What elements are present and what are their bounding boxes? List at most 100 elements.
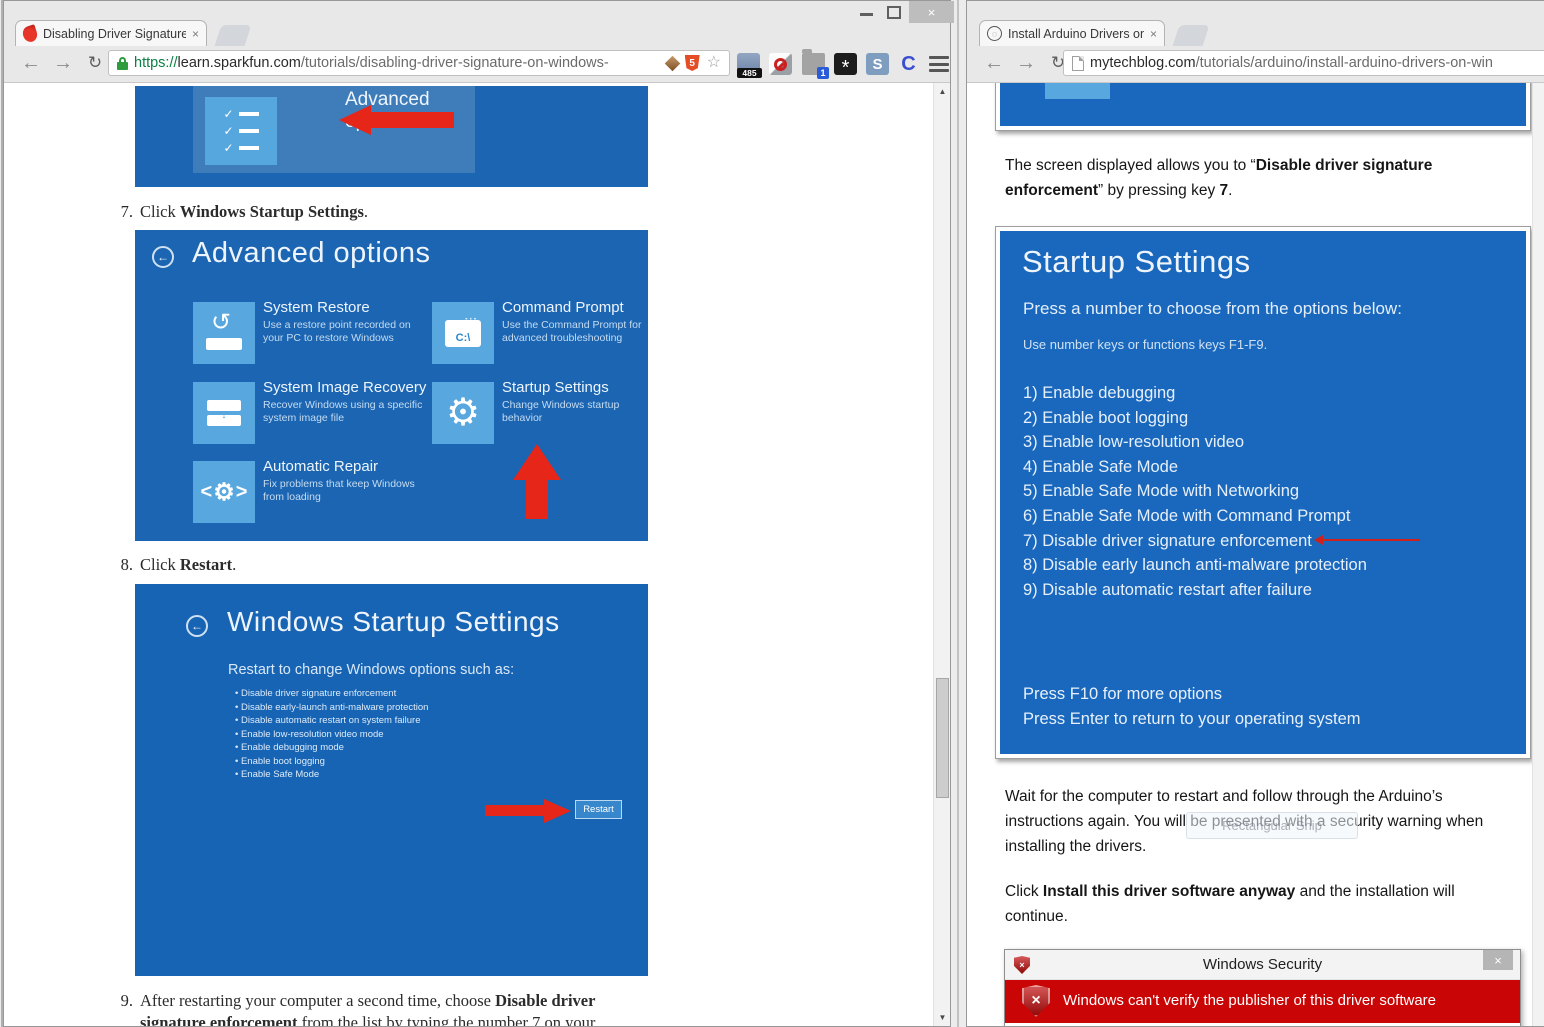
option-5: 5) Enable Safe Mode with Networking [1023,482,1300,501]
option-1: 1) Enable debugging [1023,384,1176,402]
dialog-title: Windows Security [1202,956,1323,973]
tab-disabling-driver-signature[interactable]: Disabling Driver Signature × [15,20,207,46]
step-9: 9. After restarting your computer a seco… [120,991,596,1026]
tile-desc: Recover Windows using a specific system … [263,399,423,424]
url-path: /tutorials/disabling-driver-signature-on… [300,55,609,71]
back-button[interactable]: ← [21,51,41,74]
html5-page-action-icon[interactable]: 5 [684,55,700,71]
tab-install-arduino-drivers[interactable]: ◌ Install Arduino Drivers on × [979,20,1165,46]
option-4: 4) Enable Safe Mode [1023,457,1179,476]
checklist-tile-icon: ✓ ✓ ✓ [205,97,277,165]
screen-note: Use number keys or functions keys F1-F9. [1023,337,1268,352]
browser-window-left: × Disabling Driver Signature × ← → ↻ htt… [3,0,954,1027]
tile-desc: Change Windows startup behavior [502,399,620,424]
thin-red-arrow-icon [1322,539,1420,541]
option-7: 7) Disable driver signature enforcement [1023,531,1312,550]
windows-security-dialog: × Windows Security × × Windows can't ver… [1004,949,1521,1026]
back-circle-icon: ← [186,615,208,637]
option-8: 8) Disable early launch anti-malware pro… [1023,556,1367,575]
extension-session-folder-icon[interactable]: 1 [802,49,829,79]
bookmark-star-icon[interactable]: ☆ [706,54,721,71]
left-page-content: ✓ ✓ ✓ Advanced options 7. Click Windows … [4,82,950,1026]
tab-close-icon[interactable]: × [191,26,199,41]
screen-title: Startup Settings [1022,244,1251,279]
url-path: /tutorials/arduino/install-arduino-drive… [1195,55,1493,71]
red-arrow-right-icon [544,799,571,823]
blog-favicon-icon: ◌ [987,26,1002,41]
extension-blocker-icon[interactable] [769,53,792,75]
tab-title: Install Arduino Drivers on [1008,26,1144,41]
tile-name: System Image Recovery [263,379,427,396]
page-action-diamond-icon[interactable] [664,55,680,71]
partial-image-frame [995,83,1531,131]
restart-button-in-image: Restart [575,800,622,819]
new-tab-button[interactable] [1172,25,1210,46]
tab-close-icon[interactable]: × [1149,26,1157,41]
dialog-close-icon: × [1483,950,1513,970]
paragraph-disable-signature: The screen displayed allows you to “Disa… [1005,157,1433,199]
close-window-button[interactable]: × [909,1,954,23]
screen-subtitle: Press a number to choose from the option… [1023,299,1402,318]
option-2: 2) Enable boot logging [1023,408,1189,427]
screen-title: Windows Startup Settings [227,606,560,637]
tile-name: Startup Settings [502,379,609,396]
extension-colorzilla-icon[interactable]: C [901,52,916,75]
system-image-recovery-tile-icon: ↓ [193,382,255,444]
minimize-button[interactable] [860,13,873,16]
warning-banner: × Windows can't verify the publisher of … [1005,980,1520,1023]
red-arrow-left-icon [339,105,371,135]
left-scrollbar[interactable]: ▲ ▼ [933,83,950,1026]
automatic-repair-tile-icon: < ⚙ > [193,461,255,523]
system-restore-tile-icon: ↺ [193,302,255,364]
address-bar[interactable]: mytechblog.com /tutorials/arduino/instal… [1063,50,1544,76]
rectangular-snip-tooltip: Rectangular Snip [1186,812,1358,839]
browser-window-right: ◌ Install Arduino Drivers on × ← → ↻ myt… [966,0,1544,1027]
advanced-options-screen-image: ← Advanced options ↺ System Restore Use … [135,230,648,541]
warning-shield-icon: × [1022,985,1050,1017]
option-9: 9) Disable automatic restart after failu… [1023,580,1312,599]
tab-title: Disabling Driver Signature [43,26,186,41]
tile-desc: Fix problems that keep Windows from load… [263,478,415,503]
option-3: 3) Enable low-resolution video [1023,433,1245,452]
extension-web-developer-icon[interactable]: 485 [737,53,762,78]
option-6: 6) Enable Safe Mode with Command Prompt [1023,507,1351,525]
warning-message: Windows can't verify the publisher of th… [1063,992,1437,1009]
highlighted-tile-row: ✓ ✓ ✓ Advanced options [193,86,475,173]
scroll-up-icon[interactable]: ▲ [938,87,947,96]
command-prompt-tile-icon: C:\ [432,302,494,364]
startup-settings-image-frame: Startup Settings Press a number to choos… [995,226,1531,759]
partial-tile [1045,83,1110,99]
tile-desc: Use a restore point recorded on your PC … [263,319,411,344]
scrollbar-thumb[interactable] [936,678,949,798]
red-arrow-up-icon [513,444,561,480]
step-8: 8. Click Restart. [120,555,237,574]
extension-stylish-icon[interactable]: S [866,53,889,75]
tile-name: System Restore [263,299,370,316]
maximize-button[interactable] [887,6,901,19]
advanced-options-partial-image: ✓ ✓ ✓ Advanced options [135,86,648,187]
step-7: 7. Click Windows Startup Settings. [120,202,368,221]
window-divider [957,0,959,1027]
reload-button[interactable]: ↻ [1050,53,1066,72]
footer-f10: Press F10 for more options [1023,685,1222,703]
url-host: learn.sparkfun.com [177,55,301,71]
right-scrollbar[interactable] [1532,83,1544,1026]
screen-title: Advanced options [192,237,431,269]
back-circle-icon: ← [152,246,174,268]
address-bar[interactable]: https:// learn.sparkfun.com /tutorials/d… [108,50,730,76]
back-button[interactable]: ← [984,51,1004,74]
new-tab-button[interactable] [214,25,252,46]
page-document-icon [1072,55,1084,71]
footer-enter: Press Enter to return to your operating … [1023,710,1361,728]
url-protocol: https:// [134,55,178,71]
tile-desc: Use the Command Prompt for advanced trou… [502,319,642,344]
security-shield-icon: × [1014,956,1030,974]
reload-button[interactable]: ↻ [87,53,103,72]
forward-button[interactable]: → [1016,51,1036,74]
chrome-menu-icon[interactable] [929,56,949,72]
extension-asterisk-icon[interactable]: * [834,53,857,78]
sparkfun-favicon-icon [20,23,40,44]
paragraph-install-anyway: Click Install this driver software anywa… [1005,883,1455,925]
forward-button[interactable]: → [53,51,73,74]
scroll-down-icon[interactable]: ▼ [938,1013,947,1022]
